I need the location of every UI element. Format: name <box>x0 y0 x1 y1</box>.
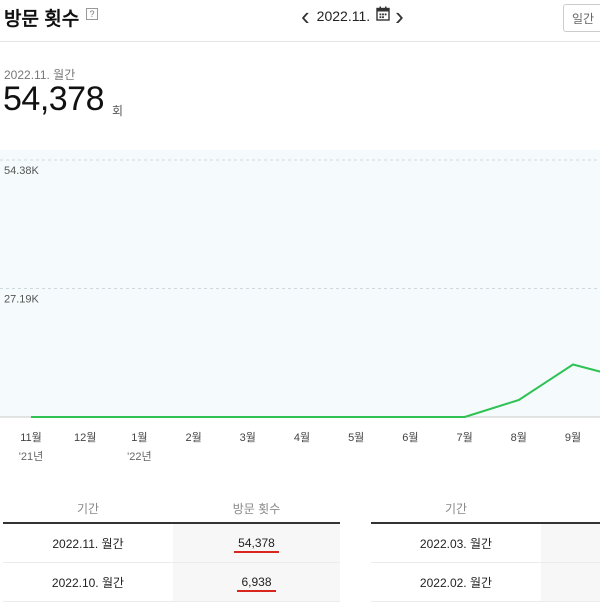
table-cell-period: 2022.10. 월간 <box>3 563 173 602</box>
visit-table-left: 기간 방문 횟수 2022.11. 월간 54,378 2022.10. 월간 … <box>3 494 340 602</box>
x-tick-label: 11월 <box>20 431 42 444</box>
x-tick-label: 6월 <box>402 431 418 444</box>
x-tick-label: 4월 <box>294 431 310 444</box>
x-tick-label: 7월 <box>456 431 472 444</box>
x-tick-label: 5월 <box>348 431 364 444</box>
table-row: 2022.10. 월간 6,938 <box>3 563 340 602</box>
y-tick-label: 54.38K <box>4 165 40 177</box>
chevron-right-icon[interactable]: › <box>392 6 407 26</box>
chevron-left-icon[interactable]: ‹ <box>298 6 313 26</box>
page-title: 방문 횟수 <box>4 4 79 31</box>
x-tick-label: 3월 <box>240 431 256 444</box>
help-icon[interactable]: ? <box>86 8 98 20</box>
header: 방문 횟수 ? ‹ 2022.11. › 일간 <box>0 0 600 40</box>
x-tick-label: 9월 <box>565 431 581 444</box>
table-row: 2022.02. 월간 <box>371 563 600 602</box>
table-row: 2022.03. 월간 <box>371 523 600 563</box>
x-tick-label: 12월 <box>74 431 96 444</box>
x-year-label: '21년 <box>19 450 43 463</box>
table-row: 2022.11. 월간 54,378 <box>3 523 340 563</box>
table-cell-count: 54,378 <box>173 523 340 563</box>
plot-background <box>0 150 600 417</box>
table-cell-count <box>541 523 600 563</box>
count-value: 6,938 <box>237 575 275 592</box>
date-navigator: ‹ 2022.11. › <box>298 5 407 27</box>
table-cell-count: 6,938 <box>173 563 340 602</box>
table-cell-period: 2022.03. 월간 <box>371 523 541 563</box>
visit-count-chart: 54.38K27.19K11월12월1월2월3월4월5월6월7월8월9월10월'… <box>0 140 600 470</box>
table-header-count <box>541 494 600 523</box>
y-tick-label: 27.19K <box>4 294 40 306</box>
x-year-label: '22년 <box>127 450 151 463</box>
x-tick-label: 1월 <box>131 431 147 444</box>
summary-value: 54,378 <box>3 80 104 119</box>
visit-table-right: 기간 2022.03. 월간 2022.02. 월간 <box>371 494 600 602</box>
calendar-icon[interactable] <box>376 6 390 26</box>
x-tick-label: 2월 <box>185 431 201 444</box>
table-header-period: 기간 <box>3 494 173 523</box>
table-cell-count <box>541 563 600 602</box>
table-cell-period: 2022.02. 월간 <box>371 563 541 602</box>
summary-unit: 회 <box>112 102 123 119</box>
count-value: 54,378 <box>234 536 279 553</box>
table-header-count: 방문 횟수 <box>173 494 340 523</box>
header-divider <box>0 41 600 42</box>
x-tick-label: 8월 <box>511 431 527 444</box>
table-cell-period: 2022.11. 월간 <box>3 523 173 563</box>
table-header-period: 기간 <box>371 494 541 523</box>
current-date: 2022.11. <box>317 8 370 24</box>
daily-view-button[interactable]: 일간 <box>563 4 600 32</box>
